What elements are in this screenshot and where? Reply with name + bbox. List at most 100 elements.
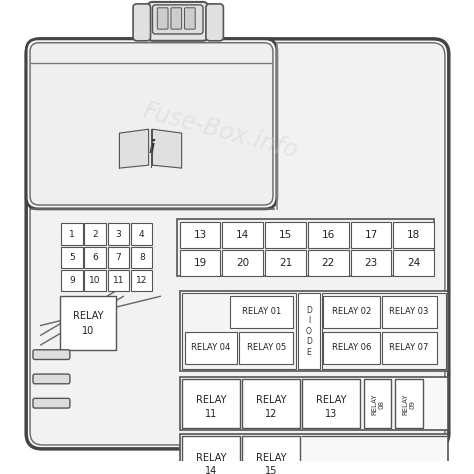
Text: 19: 19: [193, 258, 207, 268]
Bar: [180, 221, 220, 248]
Bar: [222, 221, 263, 248]
Text: RELAY 03: RELAY 03: [389, 307, 428, 316]
FancyBboxPatch shape: [133, 4, 151, 41]
FancyBboxPatch shape: [30, 43, 273, 205]
Bar: [382, 332, 437, 365]
Text: 11: 11: [205, 409, 217, 419]
Text: 3: 3: [116, 229, 121, 238]
Bar: [393, 250, 434, 276]
Text: 15: 15: [265, 466, 277, 474]
Bar: [131, 247, 153, 268]
Bar: [180, 250, 220, 276]
Text: 18: 18: [407, 229, 420, 240]
FancyBboxPatch shape: [33, 350, 70, 359]
Text: 23: 23: [365, 258, 378, 268]
FancyBboxPatch shape: [30, 43, 445, 445]
FancyBboxPatch shape: [171, 8, 182, 29]
Text: D
I
O
D
E: D I O D E: [306, 306, 312, 356]
Bar: [323, 296, 380, 328]
Text: RELAY: RELAY: [195, 453, 226, 463]
Text: RELAY 07: RELAY 07: [389, 343, 428, 352]
Text: 4: 4: [139, 229, 145, 238]
Text: 14: 14: [205, 466, 217, 474]
Bar: [61, 270, 82, 292]
Text: 14: 14: [236, 229, 249, 240]
FancyBboxPatch shape: [33, 398, 70, 408]
Text: Fuse-Box.info: Fuse-Box.info: [140, 99, 301, 164]
Text: RELAY 04: RELAY 04: [191, 343, 230, 352]
Bar: [323, 332, 380, 365]
Text: RELAY 02: RELAY 02: [332, 307, 371, 316]
Bar: [108, 247, 129, 268]
Text: RELAY: RELAY: [73, 311, 103, 321]
Polygon shape: [153, 129, 182, 168]
Bar: [61, 223, 82, 245]
Text: 12: 12: [265, 409, 277, 419]
Text: i: i: [148, 139, 155, 157]
Text: RELAY
08: RELAY 08: [372, 393, 384, 415]
Text: 2: 2: [92, 229, 98, 238]
Bar: [108, 270, 129, 292]
Bar: [265, 221, 306, 248]
Bar: [84, 223, 106, 245]
Bar: [308, 221, 349, 248]
Bar: [180, 292, 448, 371]
Text: 5: 5: [69, 253, 75, 262]
FancyBboxPatch shape: [33, 374, 70, 384]
Text: 21: 21: [279, 258, 292, 268]
Bar: [395, 379, 423, 428]
Text: 13: 13: [325, 409, 337, 419]
Text: 6: 6: [92, 253, 98, 262]
Text: RELAY 05: RELAY 05: [246, 343, 286, 352]
Bar: [180, 434, 448, 474]
Text: RELAY
09: RELAY 09: [402, 393, 416, 415]
Text: 22: 22: [322, 258, 335, 268]
Bar: [182, 436, 240, 474]
Bar: [222, 250, 263, 276]
Text: 10: 10: [82, 326, 94, 336]
Text: 20: 20: [236, 258, 249, 268]
Text: 15: 15: [279, 229, 292, 240]
Text: 7: 7: [116, 253, 121, 262]
FancyBboxPatch shape: [153, 5, 203, 34]
Text: 1: 1: [69, 229, 75, 238]
Bar: [242, 379, 300, 428]
Text: RELAY: RELAY: [256, 453, 286, 463]
Bar: [131, 223, 153, 245]
Bar: [84, 270, 106, 292]
Bar: [265, 250, 306, 276]
Text: RELAY: RELAY: [316, 395, 346, 405]
Text: RELAY: RELAY: [195, 395, 226, 405]
Bar: [351, 250, 392, 276]
Bar: [180, 377, 448, 430]
Bar: [321, 293, 446, 369]
Bar: [302, 379, 360, 428]
FancyBboxPatch shape: [26, 39, 449, 449]
Text: RELAY: RELAY: [256, 395, 286, 405]
FancyBboxPatch shape: [184, 8, 195, 29]
Bar: [242, 436, 300, 474]
Bar: [308, 250, 349, 276]
Bar: [351, 221, 392, 248]
Text: 10: 10: [90, 276, 101, 285]
Text: 17: 17: [365, 229, 378, 240]
Text: 12: 12: [136, 276, 147, 285]
Bar: [230, 296, 293, 328]
Text: 8: 8: [139, 253, 145, 262]
Bar: [382, 296, 437, 328]
Bar: [177, 219, 434, 276]
FancyBboxPatch shape: [157, 8, 168, 29]
Bar: [365, 379, 392, 428]
Bar: [182, 379, 240, 428]
Bar: [182, 293, 296, 369]
FancyBboxPatch shape: [206, 4, 223, 41]
Text: RELAY 01: RELAY 01: [242, 307, 281, 316]
Text: 16: 16: [322, 229, 335, 240]
Bar: [298, 293, 319, 369]
Text: 24: 24: [407, 258, 420, 268]
Text: 13: 13: [193, 229, 207, 240]
Bar: [239, 332, 293, 365]
FancyBboxPatch shape: [147, 2, 208, 41]
Bar: [108, 223, 129, 245]
Bar: [131, 270, 153, 292]
